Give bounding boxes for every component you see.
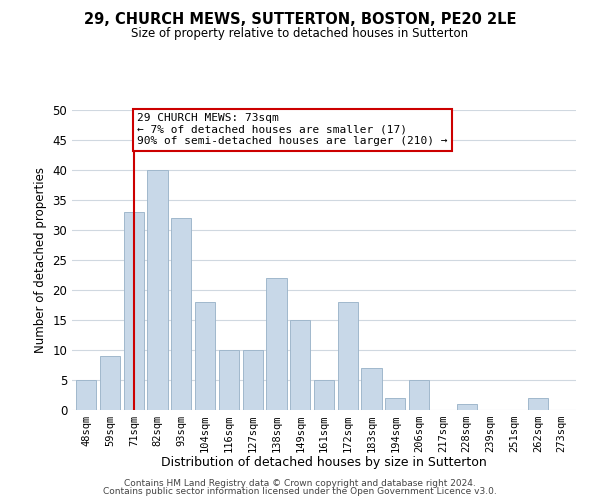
Bar [266, 278, 287, 410]
Bar [361, 368, 382, 410]
Bar [242, 350, 263, 410]
Text: 29, CHURCH MEWS, SUTTERTON, BOSTON, PE20 2LE: 29, CHURCH MEWS, SUTTERTON, BOSTON, PE20… [84, 12, 516, 28]
Bar [338, 302, 358, 410]
Bar [100, 356, 120, 410]
Text: Contains public sector information licensed under the Open Government Licence v3: Contains public sector information licen… [103, 487, 497, 496]
Text: Size of property relative to detached houses in Sutterton: Size of property relative to detached ho… [131, 28, 469, 40]
Bar [457, 404, 477, 410]
Bar [148, 170, 167, 410]
Bar [409, 380, 429, 410]
Text: 29 CHURCH MEWS: 73sqm
← 7% of detached houses are smaller (17)
90% of semi-detac: 29 CHURCH MEWS: 73sqm ← 7% of detached h… [137, 113, 448, 146]
Bar [528, 398, 548, 410]
Bar [219, 350, 239, 410]
Bar [195, 302, 215, 410]
Bar [76, 380, 97, 410]
Text: Distribution of detached houses by size in Sutterton: Distribution of detached houses by size … [161, 456, 487, 469]
Bar [124, 212, 144, 410]
Bar [385, 398, 406, 410]
Y-axis label: Number of detached properties: Number of detached properties [34, 167, 47, 353]
Text: Contains HM Land Registry data © Crown copyright and database right 2024.: Contains HM Land Registry data © Crown c… [124, 478, 476, 488]
Bar [314, 380, 334, 410]
Bar [290, 320, 310, 410]
Bar [171, 218, 191, 410]
